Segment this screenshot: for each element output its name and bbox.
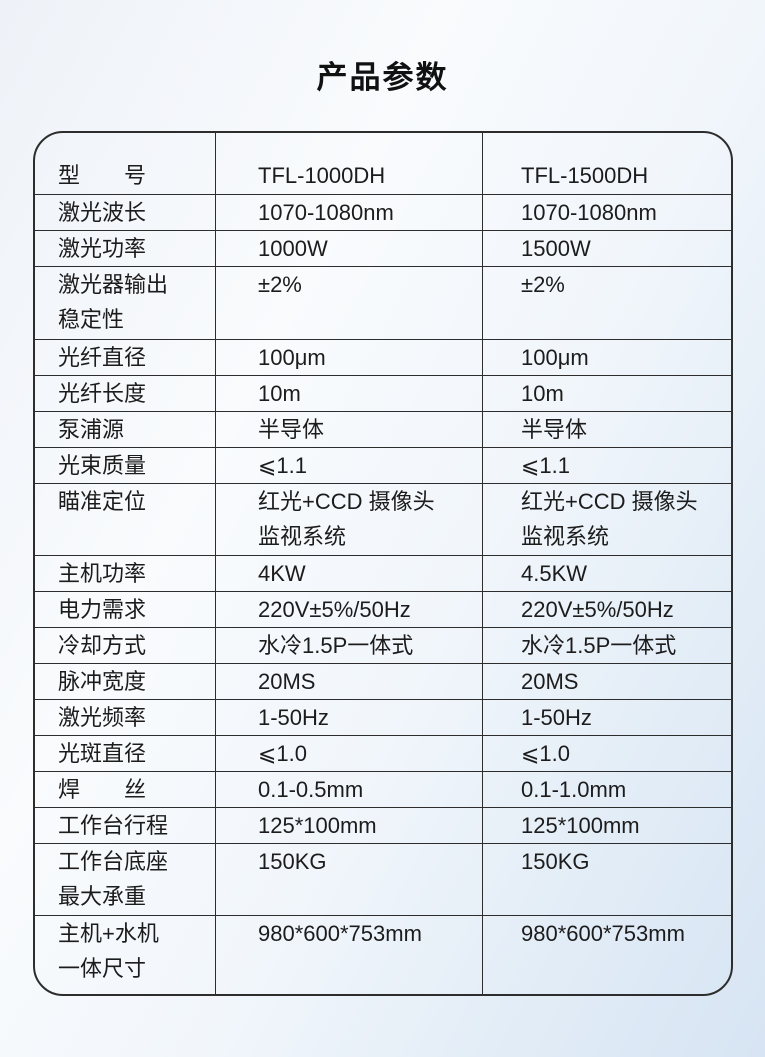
param-value-model2: 0.1-1.0mm: [482, 772, 731, 807]
table-row: 光纤长度 10m 10m: [35, 376, 731, 412]
param-value-model2: ±2%: [482, 267, 731, 339]
param-label: 激光波长: [58, 200, 147, 225]
header-model-label: 型 号: [58, 163, 147, 188]
header-model-tfl-1500dh: TFL-1500DH: [482, 133, 731, 194]
table-row: 光束质量 ⩽1.1 ⩽1.1: [35, 448, 731, 484]
param-label: 激光器输出 稳定性: [58, 272, 169, 332]
param-value-model1: 水冷1.5P一体式: [215, 628, 482, 663]
param-value-model1: 0.1-0.5mm: [215, 772, 482, 807]
param-label: 光纤长度: [58, 381, 147, 406]
table-row: 脉冲宽度 20MS 20MS: [35, 664, 731, 700]
param-value-model2: 150KG: [482, 844, 731, 915]
table-row: 主机功率 4KW 4.5KW: [35, 556, 731, 592]
param-value-model1: 100μm: [215, 340, 482, 375]
param-value-model1: 10m: [215, 376, 482, 411]
param-value-model1: 红光+CCD 摄像头 监视系统: [215, 484, 482, 555]
param-value-model1: 150KG: [215, 844, 482, 915]
table-row: 工作台底座 最大承重 150KG 150KG: [35, 844, 731, 916]
param-value-model2: 1070-1080nm: [482, 195, 731, 230]
param-value-model1: 125*100mm: [215, 808, 482, 843]
param-value-model2: 980*600*753mm: [482, 916, 731, 994]
param-value-model2: 100μm: [482, 340, 731, 375]
param-value-model1: 220V±5%/50Hz: [215, 592, 482, 627]
table-row: 激光器输出 稳定性 ±2% ±2%: [35, 267, 731, 340]
table-row: 光纤直径 100μm 100μm: [35, 340, 731, 376]
param-value-model2: 半导体: [482, 412, 731, 447]
param-label: 脉冲宽度: [58, 669, 147, 694]
table-row: 冷却方式 水冷1.5P一体式 水冷1.5P一体式: [35, 628, 731, 664]
param-value-model1: 1070-1080nm: [215, 195, 482, 230]
param-label: 瞄准定位: [58, 489, 147, 514]
param-label: 激光频率: [58, 705, 147, 730]
param-label: 光斑直径: [58, 741, 147, 766]
param-value-model2: 4.5KW: [482, 556, 731, 591]
param-label: 焊 丝: [58, 777, 147, 802]
header-model-tfl-1000dh: TFL-1000DH: [215, 133, 482, 194]
table-row: 焊 丝 0.1-0.5mm 0.1-1.0mm: [35, 772, 731, 808]
table-row: 激光频率 1-50Hz 1-50Hz: [35, 700, 731, 736]
table-row: 泵浦源 半导体 半导体: [35, 412, 731, 448]
table-row: 主机+水机 一体尺寸 980*600*753mm 980*600*753mm: [35, 916, 731, 994]
param-value-model1: 1000W: [215, 231, 482, 266]
table-row: 瞄准定位 红光+CCD 摄像头 监视系统 红光+CCD 摄像头 监视系统: [35, 484, 731, 556]
param-value-model1: 4KW: [215, 556, 482, 591]
param-label: 电力需求: [58, 597, 147, 622]
param-value-model2: 1-50Hz: [482, 700, 731, 735]
param-label: 工作台行程: [58, 813, 169, 838]
param-value-model2: 20MS: [482, 664, 731, 699]
table-row: 工作台行程 125*100mm 125*100mm: [35, 808, 731, 844]
param-value-model2: ⩽1.0: [482, 736, 731, 771]
param-value-model1: 980*600*753mm: [215, 916, 482, 994]
param-label: 冷却方式: [58, 633, 147, 658]
param-label: 激光功率: [58, 236, 147, 261]
param-value-model2: 1500W: [482, 231, 731, 266]
param-label: 泵浦源: [58, 417, 125, 442]
param-label: 光束质量: [58, 453, 147, 478]
table-row: 光斑直径 ⩽1.0 ⩽1.0: [35, 736, 731, 772]
param-value-model1: 半导体: [215, 412, 482, 447]
param-value-model2: ⩽1.1: [482, 448, 731, 483]
param-value-model1: ⩽1.0: [215, 736, 482, 771]
param-label: 光纤直径: [58, 345, 147, 370]
table-row: 激光功率 1000W 1500W: [35, 231, 731, 267]
param-label: 主机+水机 一体尺寸: [58, 921, 159, 981]
param-label: 工作台底座 最大承重: [58, 849, 169, 909]
param-value-model2: 红光+CCD 摄像头 监视系统: [482, 484, 731, 555]
param-value-model1: ⩽1.1: [215, 448, 482, 483]
table-header-row: 型 号 TFL-1000DH TFL-1500DH: [35, 133, 731, 195]
table-row: 激光波长 1070-1080nm 1070-1080nm: [35, 195, 731, 231]
spec-table: 型 号 TFL-1000DH TFL-1500DH 激光波长 1070-1080…: [33, 131, 733, 996]
param-value-model2: 125*100mm: [482, 808, 731, 843]
param-value-model2: 220V±5%/50Hz: [482, 592, 731, 627]
param-value-model2: 水冷1.5P一体式: [482, 628, 731, 663]
param-value-model1: ±2%: [215, 267, 482, 339]
table-row: 电力需求 220V±5%/50Hz 220V±5%/50Hz: [35, 592, 731, 628]
param-value-model1: 1-50Hz: [215, 700, 482, 735]
param-label: 主机功率: [58, 561, 147, 586]
param-value-model2: 10m: [482, 376, 731, 411]
param-value-model1: 20MS: [215, 664, 482, 699]
page-title: 产品参数: [316, 60, 449, 95]
